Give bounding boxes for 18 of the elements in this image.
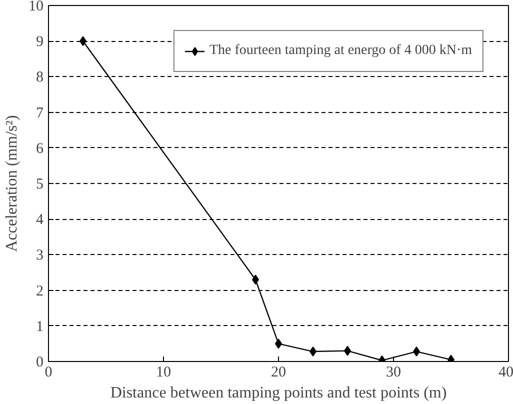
y-tick-label: 10 (28, 0, 44, 14)
y-tick-label: 8 (36, 70, 44, 86)
legend-label: The fourteen tamping at energo of 4 000 kN·m (209, 43, 472, 59)
x-tick-label: 40 (498, 364, 513, 380)
x-tick-label: 10 (156, 364, 171, 380)
y-tick-label: 9 (36, 34, 44, 50)
y-tick-label: 1 (36, 318, 44, 335)
y-tick-label: 6 (36, 140, 44, 157)
x-tick-label: 20 (271, 364, 286, 380)
y-tick-label: 4 (36, 212, 44, 228)
x-tick-label: 30 (386, 364, 401, 380)
y-tick-label: 5 (36, 176, 44, 192)
y-tick-label: 2 (36, 283, 44, 300)
x-axis-title: Distance between tamping points and test points (m) (110, 384, 447, 402)
y-tick-label: 7 (36, 105, 44, 122)
y-tick-label: 0 (36, 354, 44, 370)
y-axis-title: Acceleration (mm/s²) (4, 115, 20, 252)
y-tick-label: 3 (36, 248, 44, 264)
